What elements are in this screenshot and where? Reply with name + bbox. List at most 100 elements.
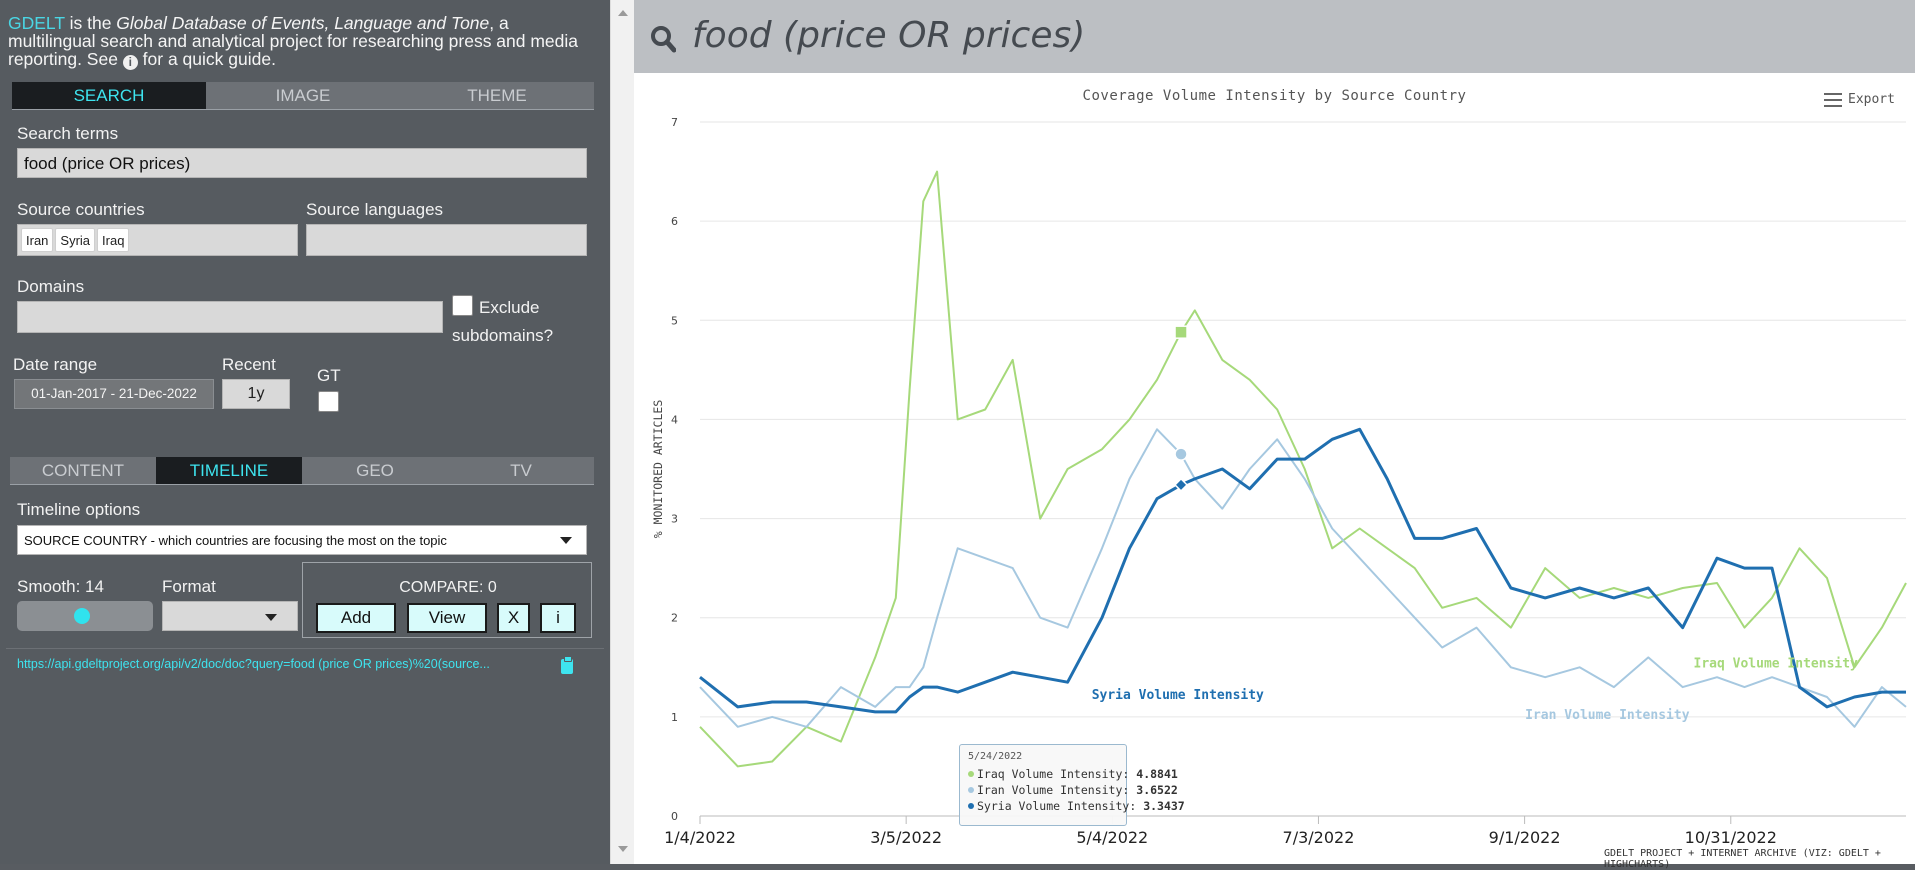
tooltip-row-iran: Iran Volume Intensity: 3.6522 xyxy=(968,782,1178,798)
series-line-syria xyxy=(699,427,1906,714)
y-tick-label: 6 xyxy=(671,215,678,228)
country-chip-iraq[interactable]: Iraq xyxy=(97,228,130,252)
search-icon xyxy=(651,26,676,53)
query-header: food (price OR prices) xyxy=(634,0,1915,73)
compare-box: COMPARE: 0 Add View X i xyxy=(302,562,592,638)
x-tick-label: 5/4/2022 xyxy=(1076,828,1148,847)
slider-handle[interactable] xyxy=(74,608,90,624)
compare-clear-button[interactable]: X xyxy=(497,603,530,633)
export-button[interactable]: Export xyxy=(1824,92,1895,107)
scroll-up-icon[interactable] xyxy=(618,10,628,16)
recent-label: Recent xyxy=(222,355,276,374)
query-title: food (price OR prices) xyxy=(692,15,1086,56)
left-scrollbar[interactable] xyxy=(610,0,634,864)
timeline-options-value: SOURCE COUNTRY - which countries are foc… xyxy=(24,533,447,548)
source-countries-label: Source countries xyxy=(17,200,145,219)
hamburger-menu-icon xyxy=(1824,92,1842,107)
point-marker-syria xyxy=(1173,477,1189,492)
tab-timeline[interactable]: TIMELINE xyxy=(156,457,302,484)
tooltip-value: 3.3437 xyxy=(1143,799,1185,813)
tooltip-series-name: Iraq Volume Intensity xyxy=(977,767,1123,781)
results-panel: food (price OR prices) Coverage Volume I… xyxy=(634,0,1915,870)
top-tabs: SEARCH IMAGE THEME xyxy=(12,82,594,110)
gdelt-brand: GDELT xyxy=(8,13,65,33)
tooltip-value: 3.6522 xyxy=(1136,783,1178,797)
smooth-slider[interactable] xyxy=(17,601,153,631)
tab-content[interactable]: CONTENT xyxy=(41,461,125,480)
source-countries-field[interactable]: Iran Syria Iraq xyxy=(17,224,298,256)
left-panel: GDELT is the Global Database of Events, … xyxy=(0,0,610,864)
chart-credit: GDELT PROJECT + INTERNET ARCHIVE (VIZ: G… xyxy=(1604,848,1881,870)
date-range-label: Date range xyxy=(13,355,98,374)
tab-geo[interactable]: GEO xyxy=(356,461,394,480)
date-range-field[interactable]: 01-Jan-2017 - 21-Dec-2022 xyxy=(14,379,214,409)
dropdown-caret-icon xyxy=(560,537,572,544)
tooltip-series-name: Syria Volume Intensity xyxy=(977,799,1130,813)
y-tick-label: 3 xyxy=(671,513,678,526)
legend-dot-icon xyxy=(968,787,974,793)
y-axis-label: % MONITORED ARTICLES xyxy=(651,400,665,539)
recent-field[interactable]: 1y xyxy=(222,379,290,409)
series-label: Iran Volume Intensity xyxy=(1525,708,1690,723)
chart-title: Coverage Volume Intensity by Source Coun… xyxy=(1082,88,1467,104)
tooltip-row-iraq: Iraq Volume Intensity: 4.8841 xyxy=(968,766,1178,782)
country-chip-iran[interactable]: Iran xyxy=(21,228,54,252)
api-url-link[interactable]: https://api.gdeltproject.org/api/v2/doc/… xyxy=(17,657,490,671)
y-tick-label: 1 xyxy=(671,711,678,724)
intro-text-3: for a quick guide. xyxy=(137,49,276,69)
x-tick-label: 7/3/2022 xyxy=(1283,828,1355,847)
gt-checkbox[interactable] xyxy=(318,391,339,412)
search-input[interactable]: food (price OR prices) xyxy=(17,148,587,178)
mode-tabs: CONTENT TIMELINE GEO TV xyxy=(10,457,594,485)
tooltip-series-name: Iran Volume Intensity xyxy=(977,783,1123,797)
x-tick-label: 9/1/2022 xyxy=(1489,828,1561,847)
intro-text-1: is the xyxy=(64,13,117,33)
intro-text-2: , a multilingual search and analytical p… xyxy=(8,13,579,69)
legend-dot-icon xyxy=(968,803,974,809)
x-tick-label: 10/31/2022 xyxy=(1685,828,1777,847)
tab-theme[interactable]: THEME xyxy=(467,86,527,105)
format-label: Format xyxy=(162,577,216,596)
tooltip-value: 4.8841 xyxy=(1136,767,1178,781)
gt-label: GT xyxy=(317,366,341,385)
scroll-down-icon[interactable] xyxy=(618,846,628,852)
domains-field[interactable] xyxy=(17,301,443,333)
y-tick-label: 0 xyxy=(671,810,678,823)
domains-label: Domains xyxy=(17,277,85,296)
series-line-iraq xyxy=(699,170,1907,768)
intro-text: GDELT is the Global Database of Events, … xyxy=(8,14,598,70)
clipboard-icon[interactable] xyxy=(561,656,573,674)
legend-dot-icon xyxy=(968,771,974,777)
tooltip-date: 5/24/2022 xyxy=(968,751,1023,762)
exclude-subdomains-label: Exclude subdomains? xyxy=(452,298,554,345)
timeline-chart: 0 1 2 3 4 5 6 7 % MONITORED ARTICLES 1/4/2022 3/5/… xyxy=(651,116,1907,847)
x-tick-label: 1/4/2022 xyxy=(664,828,736,847)
y-tick-label: 2 xyxy=(671,612,678,625)
point-marker-iran xyxy=(1174,447,1188,461)
smooth-label: Smooth: 14 xyxy=(17,577,104,596)
source-languages-label: Source languages xyxy=(306,200,444,219)
country-chip-syria[interactable]: Syria xyxy=(55,228,96,252)
series-label: Iraq Volume Intensity xyxy=(1694,656,1859,671)
x-tick-label: 3/5/2022 xyxy=(870,828,942,847)
divider xyxy=(6,648,604,649)
tab-search[interactable]: SEARCH xyxy=(12,82,206,109)
timeline-options-label: Timeline options xyxy=(17,500,141,519)
export-label: Export xyxy=(1848,92,1895,107)
format-select[interactable] xyxy=(162,601,298,631)
timeline-options-select[interactable]: SOURCE COUNTRY - which countries are foc… xyxy=(17,525,587,555)
compare-label: COMPARE: 0 xyxy=(399,579,497,596)
point-marker-iraq xyxy=(1174,325,1188,339)
chart-tooltip: 5/24/2022 Iraq Volume Intensity: 4.8841 … xyxy=(959,744,1185,826)
compare-info-button[interactable]: i xyxy=(540,603,576,633)
search-terms-label: Search terms xyxy=(17,124,119,143)
y-tick-label: 4 xyxy=(671,413,678,426)
tab-image[interactable]: IMAGE xyxy=(275,86,331,105)
compare-view-button[interactable]: View xyxy=(407,603,487,633)
tab-tv[interactable]: TV xyxy=(510,461,532,480)
compare-add-button[interactable]: Add xyxy=(316,603,396,633)
exclude-subdomains-checkbox[interactable] xyxy=(452,295,473,316)
source-languages-field[interactable] xyxy=(306,224,587,256)
tooltip-row-syria: Syria Volume Intensity: 3.3437 xyxy=(968,798,1185,814)
info-icon[interactable]: i xyxy=(122,55,138,70)
